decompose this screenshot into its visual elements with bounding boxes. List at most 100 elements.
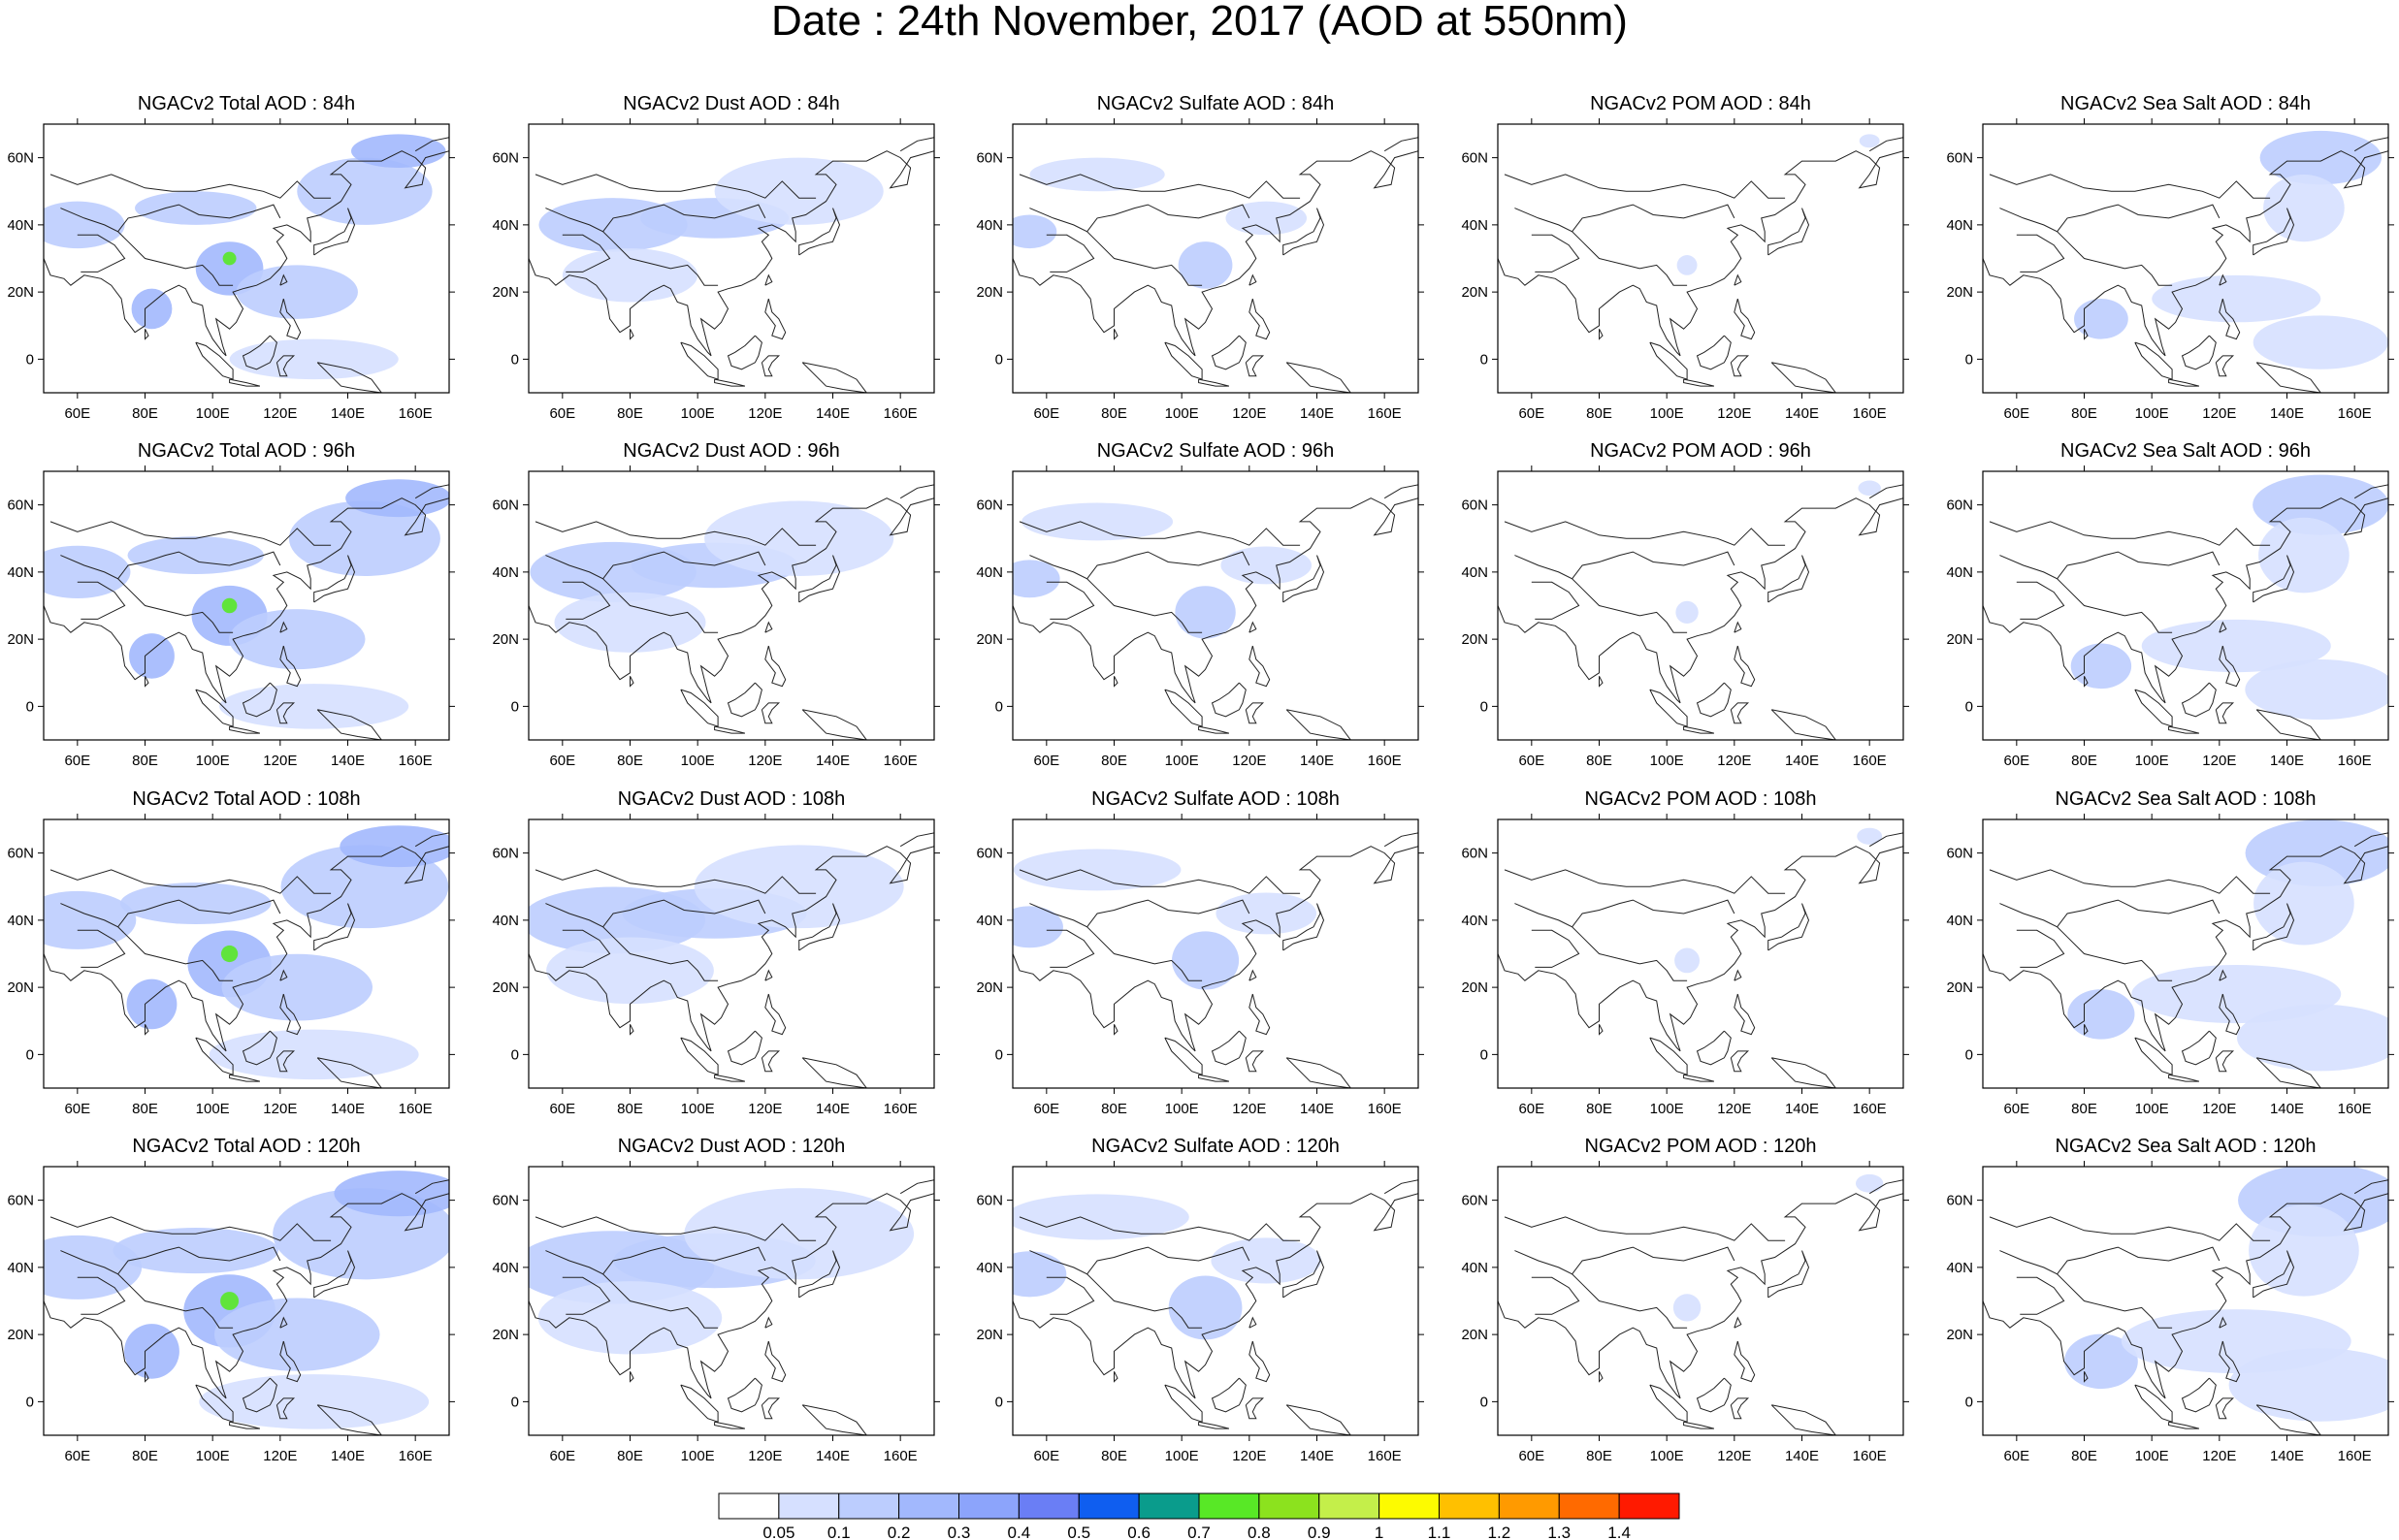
colorbar-swatch [1558,1492,1620,1520]
coastline [1282,1250,1325,1299]
coastline [2253,1250,2295,1299]
colorbar-label: 0.7 [1187,1524,1211,1540]
coastline [1248,298,1271,340]
lon-tick-label: 80E [2071,1448,2097,1464]
coastline [535,1216,817,1241]
lon-tick-label: 80E [1586,753,1612,769]
coastline [764,621,773,633]
coastline [562,1276,611,1315]
lon-tick-label: 120E [1232,1448,1266,1464]
aod-field-region [2253,474,2388,535]
lon-tick-label: 60E [1518,1101,1544,1117]
aod-field-region [529,1231,715,1304]
lon-tick-label: 60E [64,405,90,422]
lat-tick-label: 20N [976,631,1003,648]
coastline [1498,497,1903,704]
panel-title: NGACv2 Total AOD : 108h [132,788,361,810]
map-background [1983,471,2388,740]
colorbar-label: 0.05 [762,1524,794,1540]
coastline [313,903,356,951]
lon-tick-label: 80E [132,405,158,422]
aod-field-region [220,945,239,963]
lat-tick-label: 40N [976,913,1003,929]
aod-field-region [280,845,449,929]
coastline [2253,208,2295,256]
aod-field-region [694,845,904,929]
coastline [77,1276,126,1315]
colorbar-swatch [1318,1492,1380,1520]
aod-field-region [1013,1251,1067,1298]
aod-field-region [1013,906,1063,948]
coastline [1514,208,1688,286]
coastline [899,832,934,848]
coastline [279,1316,288,1329]
map-background [44,1167,449,1435]
colorbar-label: 0.6 [1127,1524,1151,1540]
aod-field-region [1013,214,1057,249]
coastline [1114,328,1118,340]
coastline [1211,682,1247,718]
coastline [2255,1057,2321,1088]
lon-tick-label: 160E [2338,1101,2372,1117]
map-frame [1497,1166,1904,1436]
coastline [1868,137,1903,152]
panel-title: NGACv2 POM AOD : 96h [1590,440,1811,462]
lon-tick-label: 140E [1785,753,1819,769]
coastline [535,174,817,199]
lon-tick-label: 160E [884,1448,918,1464]
aod-field-region [530,541,697,602]
coastline [2215,702,2235,724]
coastline [414,832,449,848]
map-background [529,471,934,740]
colorbar-label: 0.4 [1008,1524,1031,1540]
aod-field-region [546,937,714,1005]
lon-tick-label: 80E [1101,405,1127,422]
colorbar-swatch [1198,1492,1260,1520]
lon-tick-label: 100E [2135,753,2169,769]
lat-tick-label: 20N [7,979,34,996]
lon-tick-label: 160E [884,753,918,769]
map-frame [1982,818,2389,1089]
coastline [313,208,356,256]
aod-field-region [1013,560,1060,598]
lat-tick-label: 0 [26,698,34,715]
coastline [798,903,841,951]
coastline [1504,869,1786,894]
coastline [714,1421,746,1429]
lon-tick-label: 100E [196,753,230,769]
coastline [1504,1216,1786,1241]
map-background [1498,819,1903,1088]
lon-tick-label: 100E [2135,1448,2169,1464]
lat-tick-label: 0 [1965,698,1973,715]
lon-tick-label: 80E [617,1448,643,1464]
lat-tick-label: 20N [1946,1327,1973,1343]
coastline [44,497,449,704]
aod-field-region [562,248,698,303]
lon-tick-label: 80E [1586,1448,1612,1464]
lon-tick-label: 80E [132,753,158,769]
lon-tick-label: 120E [1717,753,1751,769]
lon-tick-label: 160E [884,1101,918,1117]
lat-tick-label: 40N [492,217,519,234]
aod-field-region [2070,643,2132,690]
coastline [1983,497,2388,704]
coastline [1514,1250,1688,1329]
coastline [1868,832,1903,848]
lon-tick-label: 80E [1586,1101,1612,1117]
lat-tick-label: 0 [995,1394,1003,1410]
coastline [630,328,634,340]
coastline [680,1037,719,1075]
coastline [44,1193,449,1399]
lat-tick-label: 0 [511,351,519,368]
coastline [1198,725,1230,734]
aod-field-region [129,633,175,679]
aod-field-region [229,609,366,670]
map-frame [1497,470,1904,741]
coastline [764,1340,787,1383]
lon-tick-label: 60E [1518,1448,1544,1464]
coastline [1983,150,2388,357]
colorbar-swatch [898,1492,959,1520]
coastline [2353,1179,2388,1195]
coastline [279,645,302,688]
aod-field-region [195,241,264,296]
